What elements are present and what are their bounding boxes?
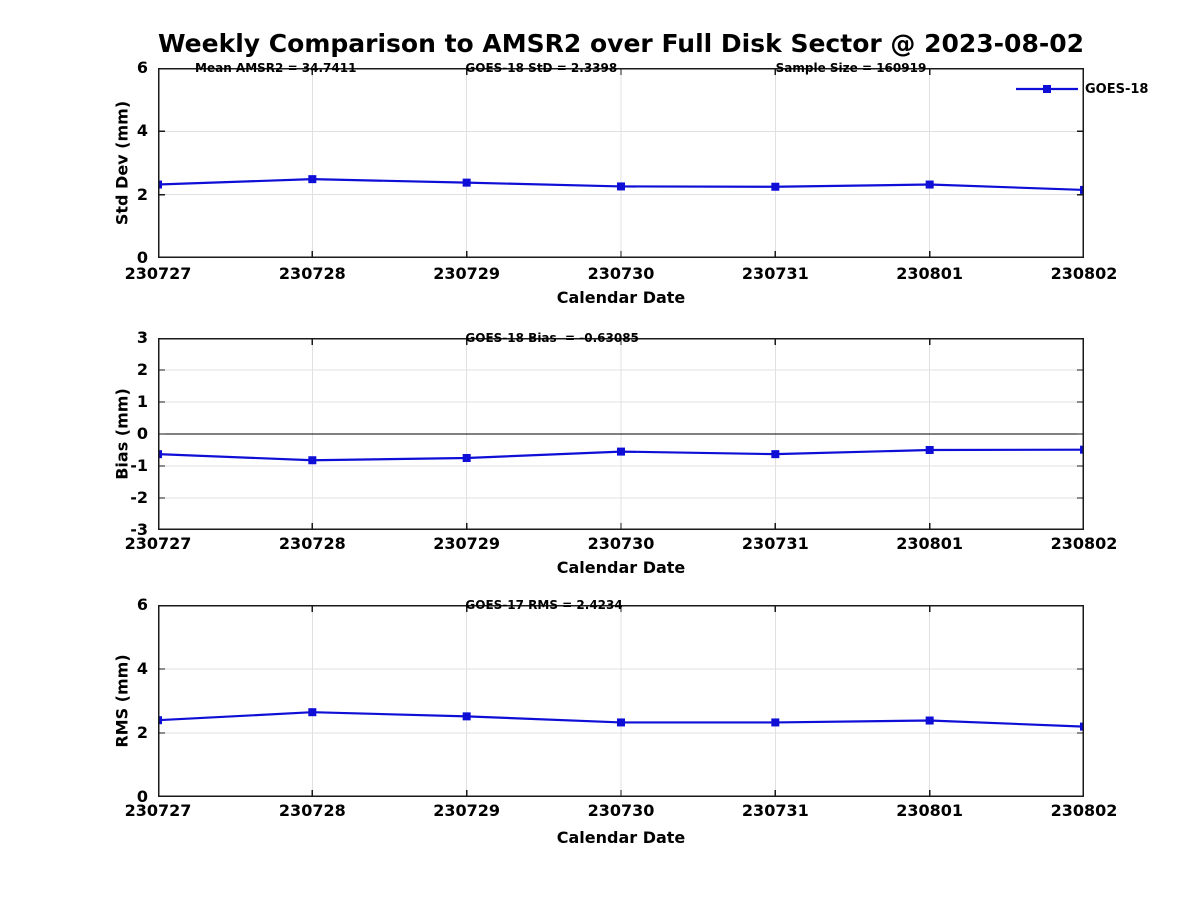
x-tick-label-bias: 230801 [896, 534, 964, 553]
y-tick-label-bias: -3 [130, 520, 148, 539]
x-tick-label-bias: 230731 [741, 534, 809, 553]
data-marker [308, 175, 317, 184]
x-tick-label-rms: 230801 [896, 801, 964, 820]
data-marker [617, 182, 625, 191]
legend-line-sample [1016, 85, 1078, 93]
data-marker [771, 450, 780, 459]
plot-area-rms [158, 605, 1084, 797]
x-tick-label-std-dev: 230727 [124, 264, 192, 283]
data-marker [462, 454, 471, 462]
x-tick-label-std-dev: 230729 [433, 264, 501, 283]
x-tick-label-std-dev: 230801 [896, 264, 964, 283]
data-marker [925, 180, 934, 189]
x-tick-label-rms: 230729 [433, 801, 501, 820]
data-marker [617, 447, 625, 456]
x-tick-label-rms: 230730 [587, 801, 655, 820]
data-marker [771, 718, 780, 727]
data-marker [462, 712, 471, 721]
y-tick-label-rms: 0 [136, 787, 148, 806]
data-marker [308, 456, 317, 465]
legend-label: GOES-18 [1085, 81, 1149, 97]
x-axis-label-bias: Calendar Date [556, 558, 686, 577]
x-tick-label-rms: 230731 [741, 801, 809, 820]
y-tick-label-bias: 0 [136, 424, 148, 443]
data-marker [771, 182, 780, 191]
plot-border [158, 68, 1084, 258]
data-marker [617, 718, 625, 727]
annotation-rms-0: GOES-17 RMS = 2.4234 [465, 598, 623, 612]
data-marker [308, 708, 317, 717]
x-tick-label-bias: 230728 [278, 534, 346, 553]
x-tick-label-rms: 230728 [278, 801, 346, 820]
x-tick-label-std-dev: 230728 [278, 264, 346, 283]
y-axis-label-std-dev: Std Dev (mm) [112, 100, 132, 226]
data-marker [158, 180, 162, 189]
legend-marker-icon [1043, 85, 1051, 93]
annotation-std-dev-1: GOES-18 StD = 2.3398 [465, 61, 618, 75]
x-tick-label-std-dev: 230802 [1050, 264, 1118, 283]
annotation-std-dev-0: Mean AMSR2 = 34.7411 [195, 61, 357, 75]
y-tick-label-bias: 3 [136, 328, 148, 347]
x-tick-label-bias: 230727 [124, 534, 192, 553]
y-tick-label-bias: 1 [136, 392, 148, 411]
y-tick-label-rms: 6 [136, 595, 148, 614]
y-tick-label-bias: -2 [130, 488, 148, 507]
y-tick-label-rms: 4 [136, 659, 148, 678]
y-tick-label-std-dev: 0 [136, 248, 148, 267]
data-marker [462, 178, 471, 187]
x-tick-label-bias: 230730 [587, 534, 655, 553]
y-axis-label-rms: RMS (mm) [112, 654, 132, 748]
x-tick-label-bias: 230802 [1050, 534, 1118, 553]
y-tick-label-bias: 2 [136, 360, 148, 379]
data-marker [158, 450, 162, 459]
x-axis-label-std-dev: Calendar Date [556, 288, 686, 307]
y-tick-label-rms: 2 [136, 723, 148, 742]
y-tick-label-bias: -1 [130, 456, 148, 475]
data-marker [158, 716, 162, 725]
data-marker [1080, 722, 1084, 731]
x-tick-label-std-dev: 230731 [741, 264, 809, 283]
x-tick-label-rms: 230802 [1050, 801, 1118, 820]
annotation-std-dev-2: Sample Size = 160919 [775, 61, 927, 75]
plot-area-std-dev [158, 68, 1084, 258]
data-marker [925, 716, 934, 725]
plot-border [158, 338, 1084, 530]
data-marker [1080, 445, 1084, 454]
annotation-bias-0: GOES-18 Bias = -0.63085 [465, 331, 639, 345]
y-axis-label-bias: Bias (mm) [112, 388, 132, 480]
data-marker [1080, 185, 1084, 194]
y-tick-label-std-dev: 2 [136, 184, 148, 204]
y-tick-label-std-dev: 4 [136, 121, 148, 141]
x-axis-label-rms: Calendar Date [556, 828, 686, 847]
x-tick-label-std-dev: 230730 [587, 264, 655, 283]
y-tick-label-std-dev: 6 [136, 58, 148, 77]
figure-title: Weekly Comparison to AMSR2 over Full Dis… [158, 29, 1085, 58]
x-tick-label-rms: 230727 [124, 801, 192, 820]
data-marker [925, 446, 934, 454]
x-tick-label-bias: 230729 [433, 534, 501, 553]
plot-border [158, 605, 1084, 797]
plot-area-bias [158, 338, 1084, 530]
legend: GOES-18 [1016, 81, 1148, 97]
